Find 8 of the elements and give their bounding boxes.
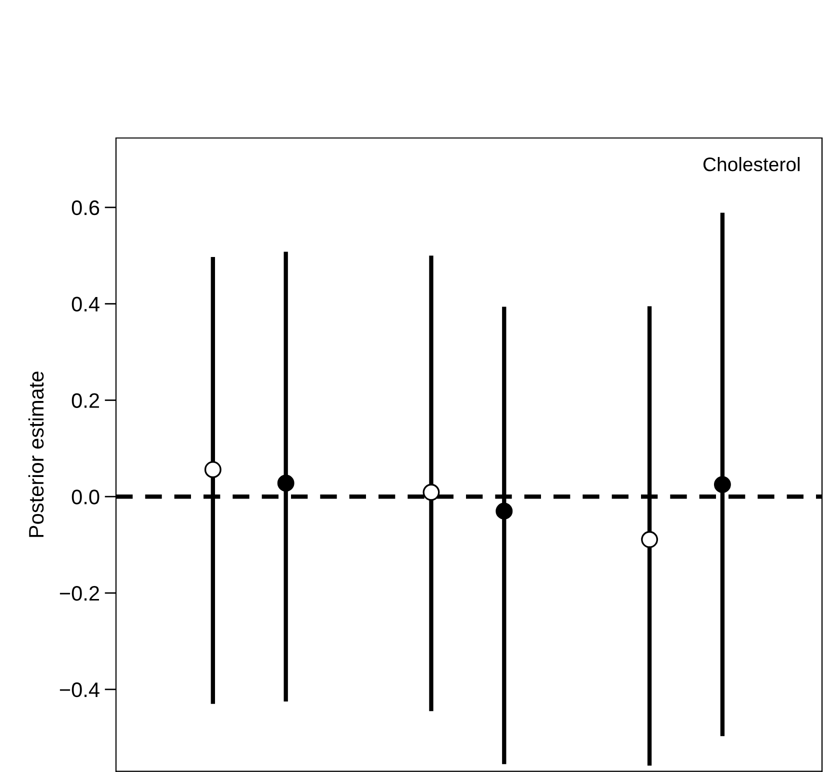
annotation: Cholesterol [703, 157, 800, 172]
y-axis-title: Posterior estimate [28, 372, 44, 537]
y-tick-label: −0.4 [60, 682, 100, 698]
y-tick-label: 0.0 [72, 490, 100, 504]
y-tick-label: −0.2 [60, 586, 99, 601]
y-tick-label: 0.4 [72, 296, 100, 312]
y-tick-label: 0.6 [72, 200, 100, 216]
y-tick-label: 0.2 [72, 393, 99, 408]
